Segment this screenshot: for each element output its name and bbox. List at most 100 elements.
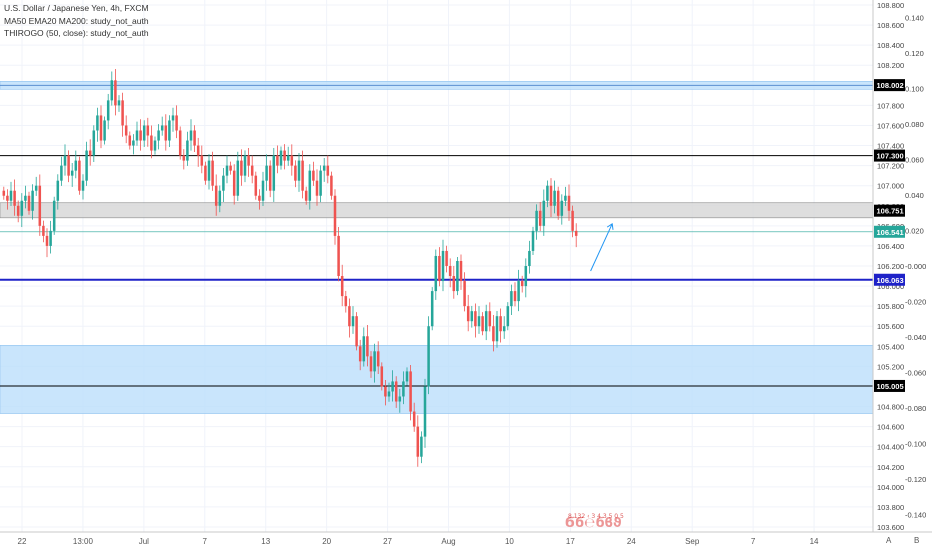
candle-body [315,180,319,196]
candle [182,149,186,170]
candle [232,164,236,205]
candle [337,227,340,282]
candle-body [459,260,463,282]
candle [294,160,297,188]
candle [225,155,229,184]
price-badge-bg [874,149,905,162]
candle [333,189,337,245]
candle [441,239,445,292]
candle-body [182,155,186,161]
auto-scale-button[interactable]: A [886,536,892,545]
oscillator-tick-label: -0.020 [905,297,926,306]
candle [546,180,549,208]
axes [0,0,932,533]
price-tick-label: 107.800 [877,101,904,110]
price-tick-label: 108.800 [877,1,904,10]
watermark-logo: Ϭϭ℮ϭϐϑ 8 132 ‹ 3 4 3 5 0 5 [565,513,624,531]
oscillator-tick-label: 0.080 [905,120,924,129]
candle [268,160,272,198]
candle [27,191,31,215]
candle-body [16,205,20,216]
oscillator-tick-label: -0.040 [905,333,926,342]
candle-body [13,190,16,206]
candle [193,125,196,152]
candle-body [142,125,146,141]
candle [448,258,452,288]
candle [42,220,45,243]
candle-body [258,195,261,201]
candle-body [232,170,236,196]
candle-body [60,165,63,181]
candle [398,388,402,413]
candle [96,107,99,142]
candle-body [423,386,427,437]
candles [2,69,578,467]
candle-body [276,155,279,166]
candle [452,266,456,299]
candle-body [186,140,189,161]
candle-body [70,170,74,176]
candle-body [351,316,355,327]
candle-body [88,150,92,156]
candle [142,120,146,147]
candle [560,194,564,225]
candle [276,145,279,174]
candle [200,145,204,174]
candle-body [330,175,333,196]
candle-body [117,100,121,106]
candle [506,302,510,331]
svg-text:Ϭϭ℮ϭϐϑ: Ϭϭ℮ϭϐϑ [565,516,622,531]
price-badge: 107.300 [874,149,905,162]
candle-body [103,120,106,141]
candle-body [178,130,182,156]
candle [258,189,261,210]
candle [49,220,52,254]
candle-body [283,150,286,161]
symbol-title: U.S. Dollar / Japanese Yen, 4h, FXCM [4,3,149,13]
candle-body [294,165,297,181]
candle-body [470,311,474,322]
drawings [590,222,614,272]
candle [376,341,380,375]
candle-body [484,311,488,332]
candle-body [96,115,99,131]
candle [175,105,178,139]
price-tick-label: 108.600 [877,21,904,30]
candle-body [438,255,441,282]
candle-body [204,165,207,181]
candle-body [488,311,492,327]
oscillator-tick-label: -0.140 [905,510,926,519]
candle [391,370,394,402]
price-tick-label: 106.000 [877,282,904,291]
price-badge: 105.005 [874,379,905,392]
candle-body [38,185,42,226]
price-tick-label: 106.200 [877,262,904,271]
candle-body [193,130,196,146]
candle [117,95,121,112]
candle [492,314,495,352]
price-tick-label: 107.200 [877,162,904,171]
price-badge-label: 106.541 [877,228,904,237]
candle [150,125,153,159]
candle-body [567,195,571,211]
candle-body [265,165,268,181]
candle-body [477,316,481,327]
candle [254,171,258,200]
candle [369,351,373,378]
candle-body [81,180,85,191]
candle [488,302,492,332]
candle-body [394,381,398,402]
candle-body [409,371,412,412]
candle-body [398,396,402,402]
candle [99,105,103,149]
candle [70,163,74,187]
price-tick-label: 105.800 [877,302,904,311]
scale-b-button[interactable]: B [914,536,920,545]
candle [434,249,438,300]
candle-body [171,115,175,121]
time-tick-label: 17 [566,537,575,546]
candle-body [430,291,434,327]
candle [243,150,247,183]
candle [78,156,81,195]
